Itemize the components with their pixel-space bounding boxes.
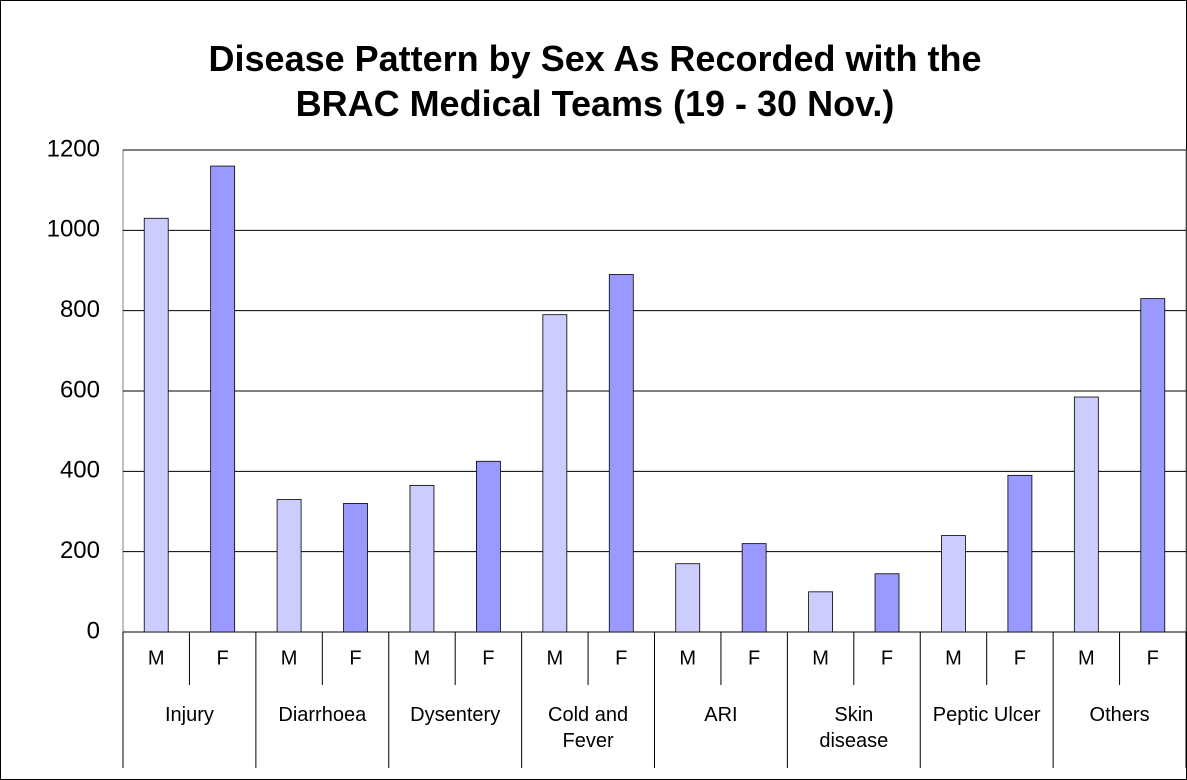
- category-box: Cold and Fever: [548, 704, 629, 752]
- series-label: F: [1014, 647, 1026, 669]
- bar: [143, 217, 169, 633]
- bar: [343, 503, 368, 633]
- y-tick-label: 800: [60, 296, 100, 323]
- bar: [874, 573, 900, 633]
- bar: [808, 591, 833, 633]
- bar: [1140, 298, 1166, 633]
- bar: [741, 543, 767, 633]
- series-label: M: [945, 647, 962, 669]
- category-label: Peptic Ulcer: [932, 704, 1041, 726]
- series-label: F: [1147, 647, 1159, 669]
- series-label: F: [217, 647, 229, 669]
- bar: [409, 484, 435, 633]
- bar: [675, 563, 701, 633]
- bar: [941, 535, 966, 633]
- y-tick-label: 0: [87, 617, 100, 644]
- title-box: Disease Pattern by Sex As Recorded with …: [208, 38, 982, 124]
- category-label: Dysentery: [410, 704, 501, 726]
- series-label: M: [547, 647, 564, 669]
- category-box: Skin disease: [819, 704, 889, 752]
- bar: [276, 499, 302, 633]
- category-box: Dysentery: [410, 704, 501, 726]
- bar: [608, 274, 634, 633]
- category-label: Diarrhoea: [278, 704, 367, 726]
- bar: [1073, 396, 1099, 633]
- series-label: M: [148, 647, 165, 669]
- category-box: Others: [1089, 704, 1150, 726]
- y-tick-label: 600: [60, 376, 100, 403]
- bar: [542, 314, 568, 633]
- series-label: F: [881, 647, 893, 669]
- category-label: ARI: [704, 704, 738, 726]
- category-box: Injury: [164, 704, 214, 726]
- bar: [476, 460, 501, 633]
- bar: [1007, 474, 1033, 633]
- category-box: ARI: [704, 704, 738, 726]
- y-tick-label: 1200: [47, 135, 100, 162]
- bar: [210, 165, 236, 633]
- chart-title: Disease Pattern by Sex As Recorded with …: [208, 38, 982, 124]
- series-label: F: [615, 647, 627, 669]
- category-label: Skin disease: [819, 704, 889, 752]
- category-label: Others: [1089, 704, 1150, 726]
- y-tick-label: 1000: [47, 216, 100, 243]
- category-label: Injury: [164, 704, 214, 726]
- series-label: F: [482, 647, 494, 669]
- category-box: Peptic Ulcer: [932, 704, 1041, 726]
- series-label: M: [281, 647, 298, 669]
- category-label: Cold and Fever: [548, 704, 629, 752]
- series-label: M: [679, 647, 696, 669]
- y-tick-label: 400: [60, 457, 100, 484]
- category-box: Diarrhoea: [278, 704, 367, 726]
- series-label: M: [812, 647, 829, 669]
- y-tick-label: 200: [60, 537, 100, 564]
- series-label: M: [414, 647, 431, 669]
- series-label: F: [349, 647, 361, 669]
- series-label: F: [748, 647, 760, 669]
- series-label: M: [1078, 647, 1095, 669]
